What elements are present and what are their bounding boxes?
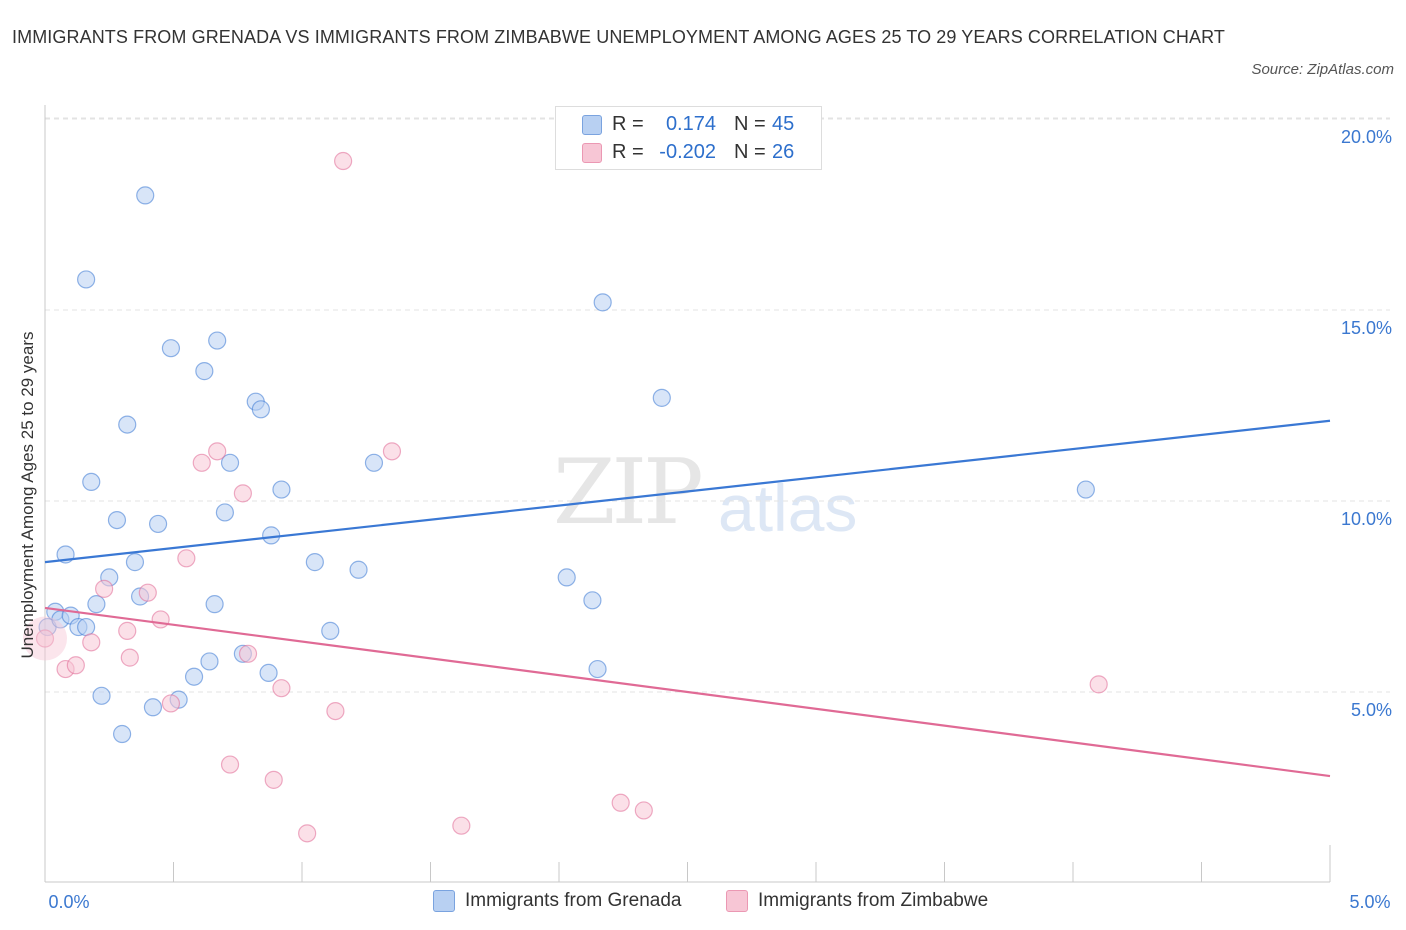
- zimbabwe-point: [298, 824, 317, 843]
- zimbabwe-point: [95, 579, 114, 598]
- zimbabwe-point: [118, 621, 137, 640]
- grenada-point: [208, 331, 227, 350]
- zimbabwe-point: [35, 629, 55, 648]
- y-tick-label: 10.0%: [1341, 509, 1392, 529]
- zimbabwe-point: [138, 583, 157, 602]
- source-credit: Source: ZipAtlas.com: [1251, 61, 1394, 78]
- legend-label-grenada: Immigrants from Grenada: [465, 890, 682, 911]
- grenada-point: [364, 453, 384, 472]
- legend-swatch-zimbabwe: [726, 890, 748, 912]
- grenada-point: [259, 663, 278, 683]
- y-axis-label: Unemployment Among Ages 25 to 29 years: [18, 331, 37, 659]
- zimbabwe-point: [452, 816, 471, 835]
- r-label: R =: [612, 141, 644, 163]
- x-tick-label: 0.0%: [48, 892, 89, 912]
- zimbabwe-point: [120, 648, 139, 667]
- zimbabwe-point: [634, 801, 653, 820]
- grenada-trendline: [44, 419, 1331, 564]
- grenada-point: [593, 293, 612, 312]
- zimbabwe-point: [611, 793, 630, 812]
- grenada-point: [92, 686, 111, 705]
- watermark-atlas: atlas: [718, 471, 858, 545]
- grenada-point: [161, 339, 181, 358]
- grenada-point: [112, 724, 132, 744]
- grenada-point: [136, 186, 155, 205]
- grenada-point: [349, 560, 368, 579]
- grenada-point: [583, 591, 602, 610]
- grenada-point: [652, 388, 671, 407]
- grenada-point: [184, 667, 204, 686]
- zimbabwe-trendline: [44, 606, 1331, 778]
- grenada-point: [195, 362, 214, 381]
- grenada-point: [118, 415, 137, 434]
- grenada-point: [588, 659, 607, 679]
- zimbabwe-point: [382, 442, 402, 461]
- grenada-point: [215, 503, 234, 522]
- legend-swatch-grenada: [433, 890, 455, 912]
- legend-swatch-grenada: [582, 115, 602, 135]
- grenada-point: [82, 472, 101, 491]
- zimbabwe-point: [334, 151, 353, 171]
- grenada-point: [321, 621, 340, 640]
- y-tick-label: 5.0%: [1351, 700, 1392, 720]
- zimbabwe-point: [66, 656, 85, 675]
- grenada-point: [251, 400, 270, 419]
- y-tick-label: 20.0%: [1341, 127, 1392, 147]
- grenada-point: [205, 595, 224, 614]
- zimbabwe-point: [161, 694, 181, 713]
- grenada-point: [107, 510, 127, 530]
- n-value: 45: [772, 113, 795, 135]
- grenada-point: [87, 595, 106, 614]
- r-label: R =: [612, 113, 644, 135]
- chart-title: IMMIGRANTS FROM GRENADA VS IMMIGRANTS FR…: [12, 27, 1225, 47]
- r-value: 0.174: [665, 113, 716, 135]
- zimbabwe-point: [272, 679, 291, 698]
- zimbabwe-point: [208, 442, 227, 461]
- y-tick-label: 15.0%: [1341, 318, 1392, 338]
- grenada-point: [220, 453, 240, 472]
- grenada-point: [143, 698, 163, 717]
- zimbabwe-point: [192, 453, 211, 472]
- legend-label-zimbabwe: Immigrants from Zimbabwe: [758, 890, 989, 911]
- n-label: N =: [734, 113, 766, 135]
- n-value: 26: [772, 141, 795, 163]
- zimbabwe-point-large: [23, 616, 67, 661]
- zimbabwe-point: [151, 610, 170, 629]
- grenada-point: [272, 480, 291, 499]
- grenada-point: [262, 526, 281, 545]
- n-label: N =: [734, 141, 766, 163]
- zimbabwe-point: [238, 644, 258, 663]
- legend-swatch-zimbabwe: [582, 143, 602, 163]
- zimbabwe-point: [1089, 675, 1108, 694]
- zimbabwe-point: [177, 549, 196, 568]
- correlation-legend: R = 0.174 N = 45 R = -0.202 N = 26: [555, 106, 822, 170]
- zimbabwe-point: [220, 755, 240, 774]
- grenada-point: [148, 514, 168, 534]
- zimbabwe-point: [82, 633, 101, 652]
- x-tick-label: 5.0%: [1349, 892, 1390, 912]
- zimbabwe-point: [264, 770, 283, 789]
- grenada-point: [77, 270, 96, 289]
- zimbabwe-point: [326, 701, 345, 721]
- grenada-point: [200, 652, 219, 671]
- grenada-point: [305, 553, 324, 572]
- legend-row-zimbabwe: R = -0.202 N = 26: [556, 138, 821, 166]
- r-value: -0.202: [659, 141, 716, 163]
- grenada-point: [125, 553, 145, 572]
- zimbabwe-point: [233, 484, 252, 503]
- legend-row-grenada: R = 0.174 N = 45: [556, 110, 821, 138]
- grenada-point: [77, 617, 96, 637]
- grenada-point: [1076, 480, 1095, 499]
- grenada-point: [557, 568, 576, 587]
